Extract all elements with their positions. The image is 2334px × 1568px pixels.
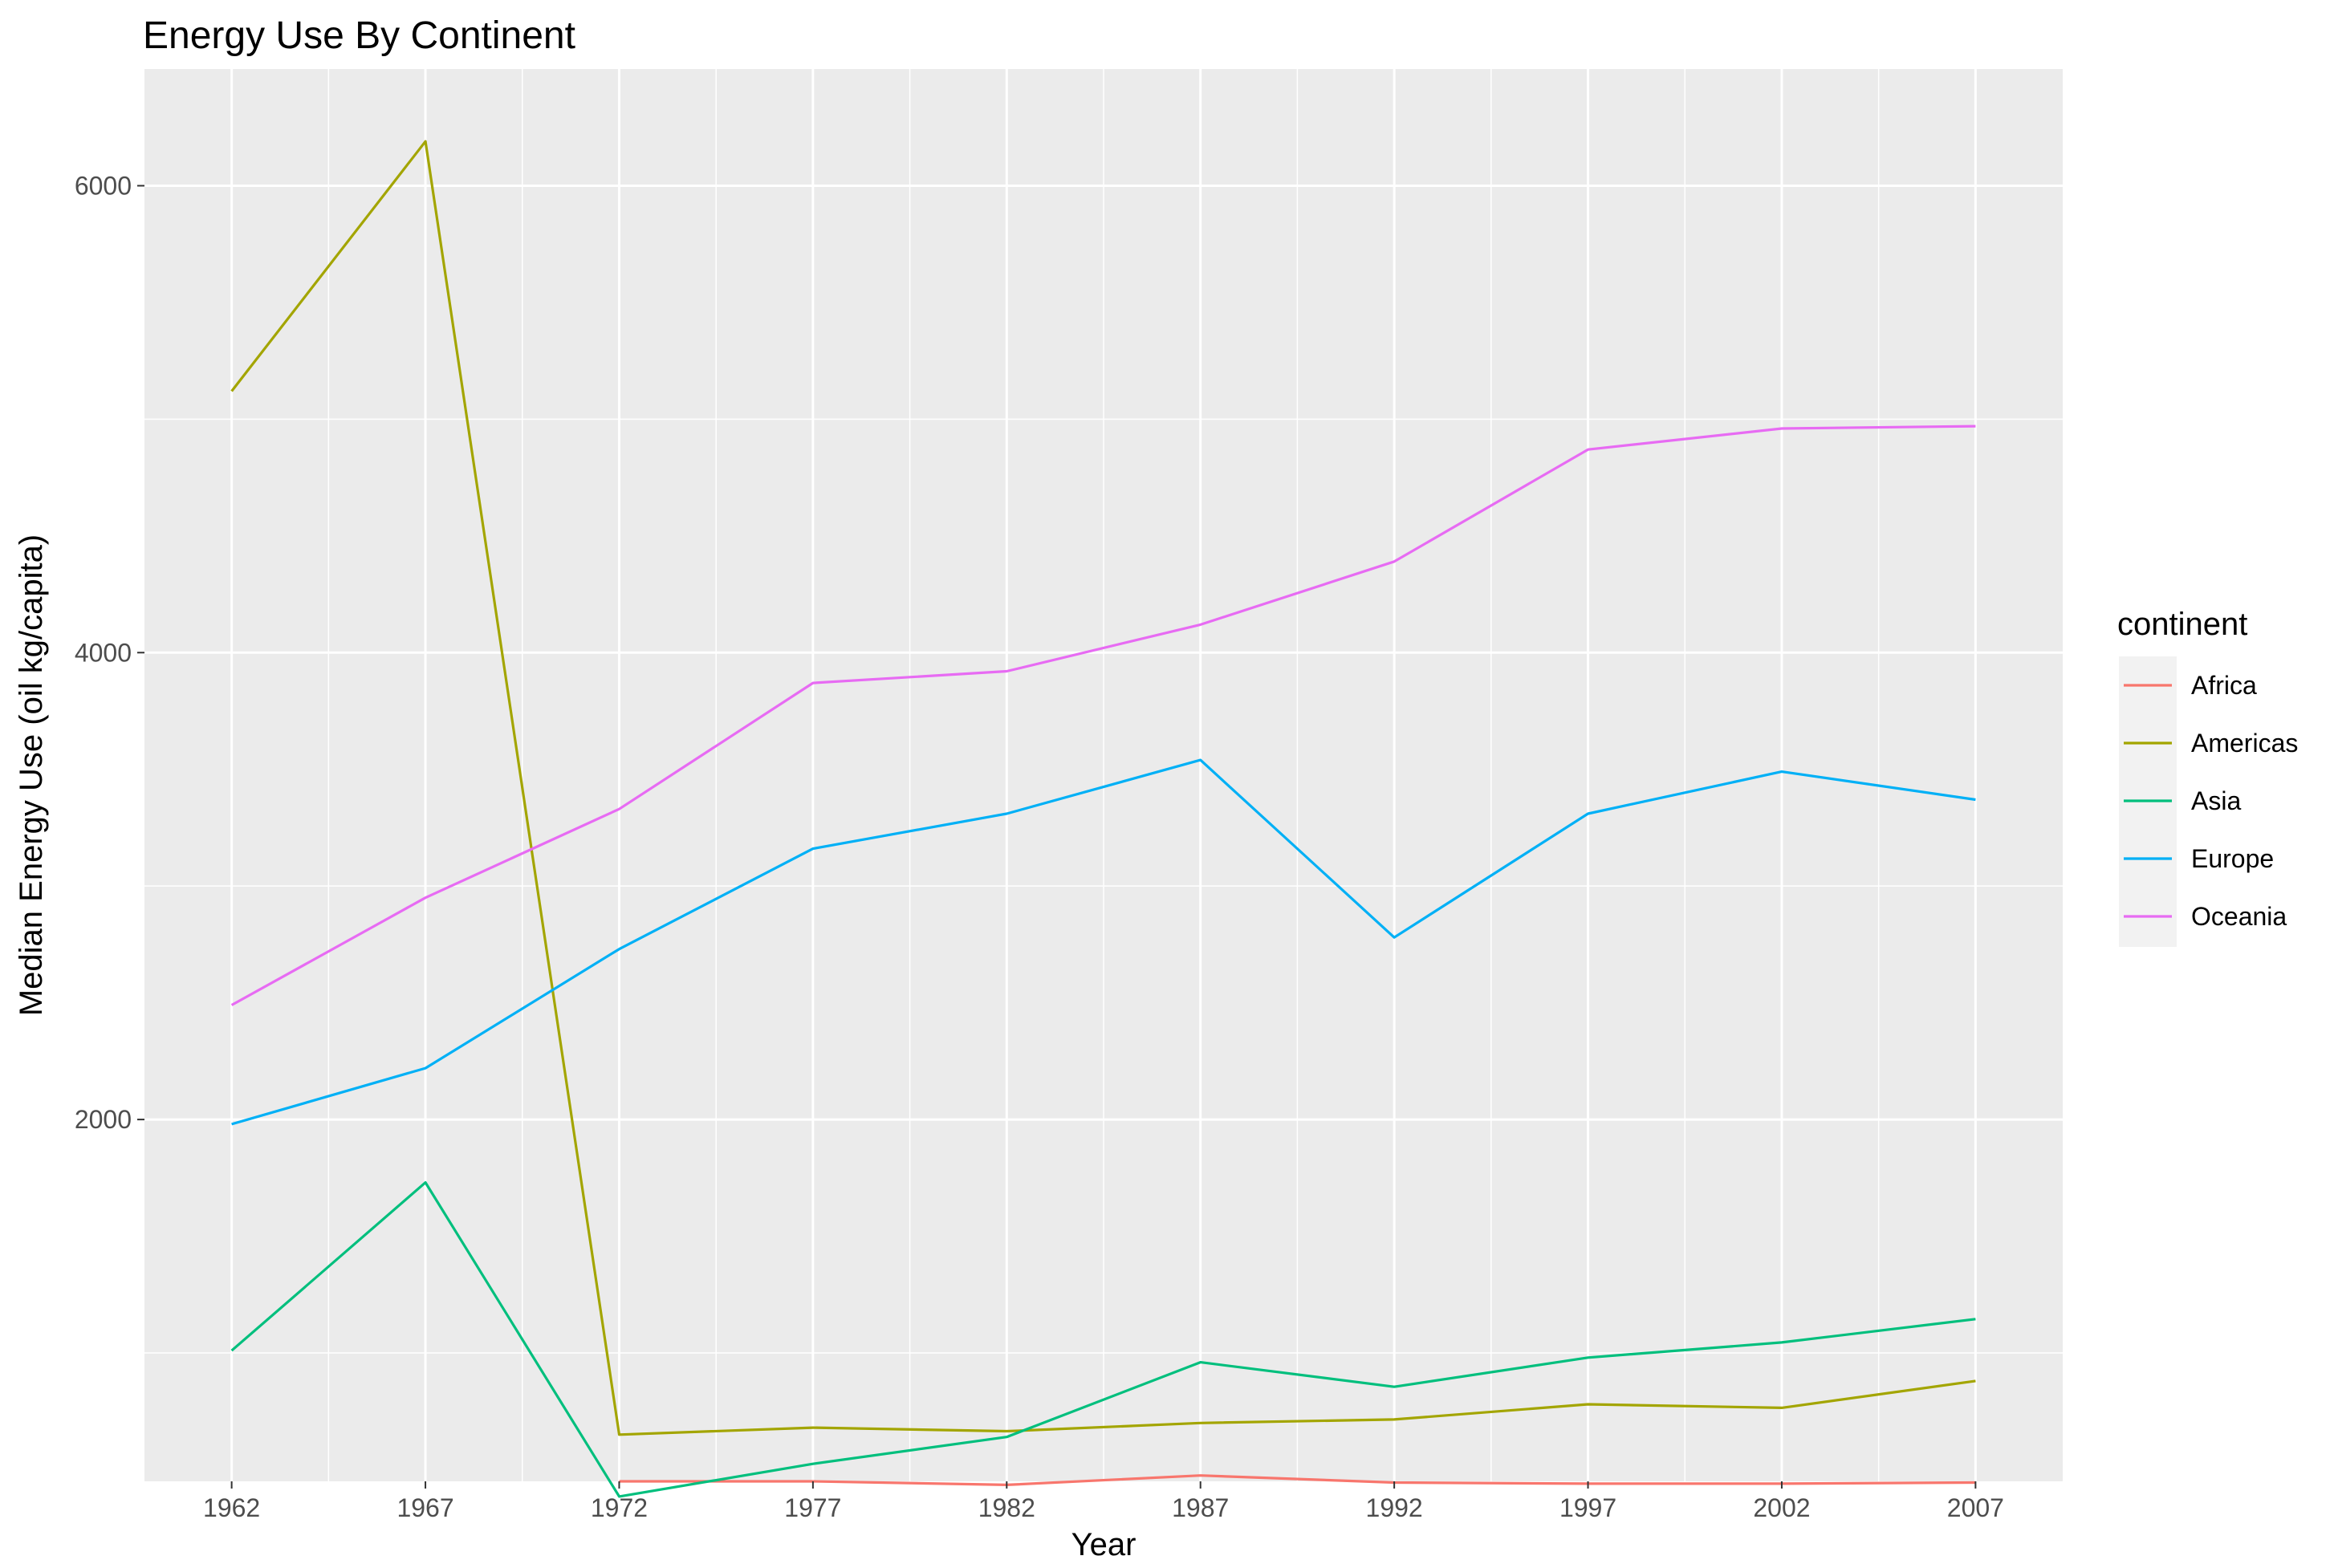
x-axis-title: Year xyxy=(1071,1527,1137,1562)
grid-major xyxy=(144,69,2063,1481)
legend-label-europe: Europe xyxy=(2191,844,2274,873)
series-line-americas xyxy=(230,140,1976,1436)
x-tick-label: 1987 xyxy=(1172,1493,1229,1522)
y-tick-label: 6000 xyxy=(75,171,132,200)
series-line-africa xyxy=(619,1474,1976,1486)
x-tick-label: 1997 xyxy=(1559,1493,1616,1522)
x-tick-label: 1967 xyxy=(396,1493,453,1522)
x-tick-label: 1972 xyxy=(591,1493,648,1522)
legend-label-oceania: Oceania xyxy=(2191,902,2287,931)
series-line-asia xyxy=(230,1181,1976,1498)
legend: continent Africa Americas Asia Europe Oceani… xyxy=(2117,607,2298,947)
x-tick-label: 1977 xyxy=(784,1493,841,1522)
x-axis: 1962 1967 1972 1977 1982 1987 1992 1997 2002 2007 xyxy=(203,1481,2004,1522)
y-tick-label: 2000 xyxy=(75,1105,132,1134)
legend-label-africa: Africa xyxy=(2191,671,2257,700)
y-tick-label: 4000 xyxy=(75,638,132,667)
grid-minor xyxy=(144,69,2063,1481)
series-line-europe xyxy=(231,758,1976,1126)
x-tick-label: 1992 xyxy=(1366,1493,1423,1522)
x-tick-label: 1962 xyxy=(203,1493,260,1522)
y-axis-title: Median Energy Use (oil kg/capita) xyxy=(14,534,49,1016)
legend-label-asia: Asia xyxy=(2191,786,2241,815)
series-lines xyxy=(230,140,1976,1498)
legend-label-americas: Americas xyxy=(2191,729,2298,758)
x-tick-label: 2002 xyxy=(1753,1493,1810,1522)
series-line-oceania xyxy=(230,424,1976,1006)
x-tick-label: 2007 xyxy=(1947,1493,2004,1522)
legend-title: continent xyxy=(2117,607,2247,642)
chart-title: Energy Use By Continent xyxy=(143,14,575,57)
y-axis: 2000 4000 6000 xyxy=(75,171,144,1134)
x-tick-label: 1982 xyxy=(978,1493,1035,1522)
